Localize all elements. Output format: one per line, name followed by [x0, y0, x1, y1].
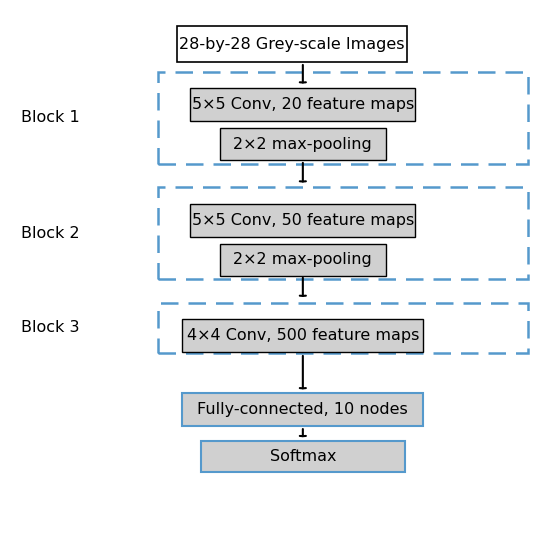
- Text: 2×2 max-pooling: 2×2 max-pooling: [234, 136, 372, 152]
- Text: Block 3: Block 3: [21, 320, 80, 336]
- Text: 5×5 Conv, 20 feature maps: 5×5 Conv, 20 feature maps: [192, 97, 414, 112]
- Text: 2×2 max-pooling: 2×2 max-pooling: [234, 252, 372, 267]
- Text: Fully-connected, 10 nodes: Fully-connected, 10 nodes: [197, 402, 408, 417]
- Bar: [182, 393, 423, 426]
- Bar: [190, 88, 415, 121]
- Bar: [220, 128, 386, 160]
- Bar: [177, 26, 407, 62]
- Text: Softmax: Softmax: [270, 449, 336, 464]
- Text: 4×4 Conv, 500 feature maps: 4×4 Conv, 500 feature maps: [187, 328, 419, 343]
- Bar: [158, 187, 528, 279]
- Text: 5×5 Conv, 50 feature maps: 5×5 Conv, 50 feature maps: [192, 212, 414, 228]
- Bar: [190, 204, 415, 236]
- Bar: [220, 244, 386, 276]
- Text: 28-by-28 Grey-scale Images: 28-by-28 Grey-scale Images: [180, 36, 405, 52]
- Bar: [201, 441, 405, 472]
- Bar: [158, 72, 528, 164]
- Bar: [182, 319, 423, 352]
- Text: Block 2: Block 2: [21, 226, 80, 241]
- Text: Block 1: Block 1: [21, 110, 80, 125]
- Bar: [158, 302, 528, 353]
